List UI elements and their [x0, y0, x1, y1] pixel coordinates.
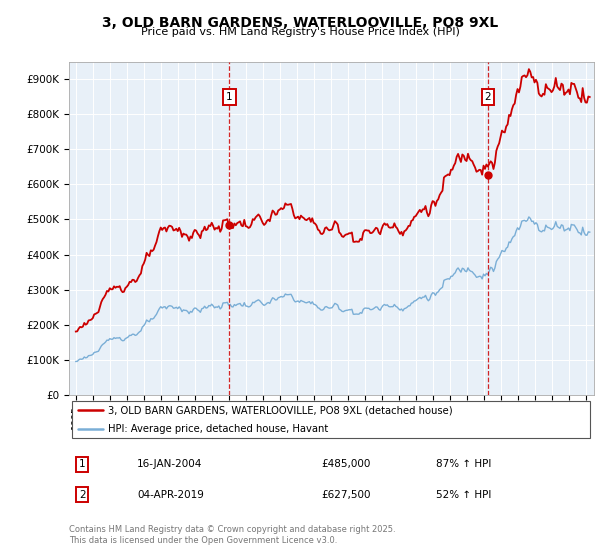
- Text: HPI: Average price, detached house, Havant: HPI: Average price, detached house, Hava…: [109, 424, 329, 433]
- Text: £485,000: £485,000: [321, 459, 370, 469]
- Text: 87% ↑ HPI: 87% ↑ HPI: [437, 459, 492, 469]
- Text: 2: 2: [79, 489, 85, 500]
- Text: Contains HM Land Registry data © Crown copyright and database right 2025.
This d: Contains HM Land Registry data © Crown c…: [69, 525, 395, 545]
- Text: 16-JAN-2004: 16-JAN-2004: [137, 459, 203, 469]
- Text: Price paid vs. HM Land Registry's House Price Index (HPI): Price paid vs. HM Land Registry's House …: [140, 27, 460, 37]
- Text: 3, OLD BARN GARDENS, WATERLOOVILLE, PO8 9XL: 3, OLD BARN GARDENS, WATERLOOVILLE, PO8 …: [102, 16, 498, 30]
- Text: 52% ↑ HPI: 52% ↑ HPI: [437, 489, 492, 500]
- Text: £627,500: £627,500: [321, 489, 371, 500]
- Text: 3, OLD BARN GARDENS, WATERLOOVILLE, PO8 9XL (detached house): 3, OLD BARN GARDENS, WATERLOOVILLE, PO8 …: [109, 405, 453, 415]
- Text: 04-APR-2019: 04-APR-2019: [137, 489, 204, 500]
- Text: 1: 1: [226, 92, 233, 101]
- Text: 1: 1: [79, 459, 85, 469]
- FancyBboxPatch shape: [71, 401, 590, 438]
- Text: 2: 2: [484, 92, 491, 101]
